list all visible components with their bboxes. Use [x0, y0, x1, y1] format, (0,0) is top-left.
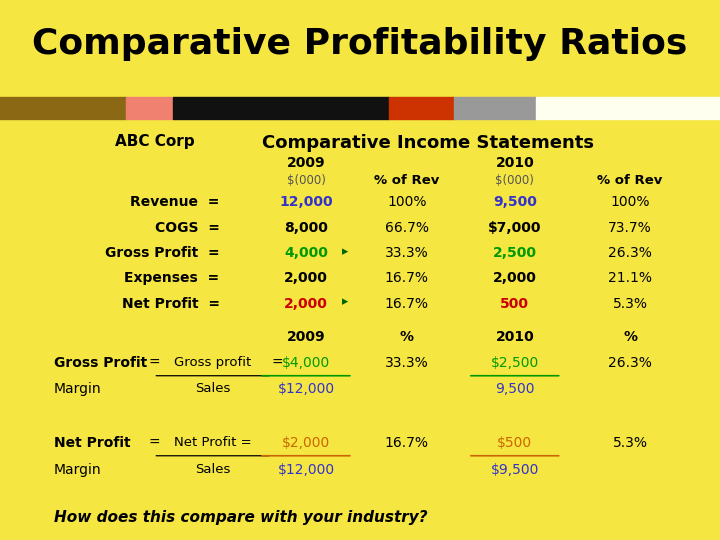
Text: 26.3%: 26.3%: [608, 355, 652, 369]
Text: %: %: [623, 330, 637, 344]
Text: $(000): $(000): [287, 174, 325, 187]
Text: 2,000: 2,000: [284, 271, 328, 285]
Text: How does this compare with your industry?: How does this compare with your industry…: [54, 510, 428, 525]
Text: 2,500: 2,500: [492, 246, 537, 260]
Text: 2009: 2009: [287, 156, 325, 170]
Text: 5.3%: 5.3%: [613, 296, 647, 310]
Bar: [389, 97, 454, 119]
Text: $12,000: $12,000: [277, 463, 335, 477]
Text: Sales: Sales: [194, 463, 230, 476]
Text: 500: 500: [500, 296, 529, 310]
Text: ▸: ▸: [342, 295, 348, 308]
Text: $12,000: $12,000: [277, 382, 335, 396]
Text: 2010: 2010: [495, 330, 534, 344]
Text: $4,000: $4,000: [282, 355, 330, 369]
Text: Net Profit: Net Profit: [54, 436, 130, 449]
Text: ▸: ▸: [342, 245, 348, 258]
Text: 2,000: 2,000: [284, 296, 328, 310]
Text: =: =: [149, 355, 161, 369]
Text: 2009: 2009: [287, 330, 325, 344]
Text: Expenses  =: Expenses =: [125, 271, 220, 285]
Text: 73.7%: 73.7%: [608, 221, 652, 235]
Bar: [454, 97, 536, 119]
Text: 16.7%: 16.7%: [384, 436, 429, 449]
Text: Revenue  =: Revenue =: [130, 195, 220, 210]
Text: COGS  =: COGS =: [155, 221, 220, 235]
Text: $9,500: $9,500: [490, 463, 539, 477]
Text: 33.3%: 33.3%: [385, 355, 428, 369]
Text: 100%: 100%: [387, 195, 426, 210]
Text: Net Profit  =: Net Profit =: [122, 296, 220, 310]
Text: 21.1%: 21.1%: [608, 271, 652, 285]
Text: 5.3%: 5.3%: [613, 436, 647, 449]
Text: 16.7%: 16.7%: [384, 296, 429, 310]
Text: Sales: Sales: [194, 382, 230, 395]
Text: 9,500: 9,500: [495, 382, 534, 396]
Text: $500: $500: [498, 436, 532, 449]
Text: Margin: Margin: [54, 382, 102, 396]
Text: 12,000: 12,000: [279, 195, 333, 210]
Text: Margin: Margin: [54, 463, 102, 477]
Text: $7,000: $7,000: [488, 221, 541, 235]
Bar: [536, 97, 720, 119]
Text: 26.3%: 26.3%: [608, 246, 652, 260]
Text: % of Rev: % of Rev: [598, 174, 662, 187]
Text: 66.7%: 66.7%: [384, 221, 429, 235]
Text: Gross profit: Gross profit: [174, 355, 251, 368]
Text: Comparative Income Statements: Comparative Income Statements: [262, 133, 595, 152]
Bar: [126, 97, 173, 119]
Text: Net Profit =: Net Profit =: [174, 436, 251, 449]
Text: 2,000: 2,000: [493, 271, 536, 285]
Text: 9,500: 9,500: [493, 195, 536, 210]
Text: 100%: 100%: [611, 195, 649, 210]
Text: 33.3%: 33.3%: [385, 246, 428, 260]
Text: % of Rev: % of Rev: [374, 174, 439, 187]
Text: =: =: [149, 436, 161, 449]
Text: %: %: [400, 330, 414, 344]
Text: Gross Profit: Gross Profit: [54, 355, 148, 369]
Text: 2010: 2010: [495, 156, 534, 170]
Text: $2,000: $2,000: [282, 436, 330, 449]
Text: =: =: [271, 355, 283, 369]
Text: $2,500: $2,500: [490, 355, 539, 369]
Text: 4,000: 4,000: [284, 246, 328, 260]
Text: Gross Profit  =: Gross Profit =: [105, 246, 220, 260]
Text: ABC Corp: ABC Corp: [115, 133, 194, 148]
Bar: [0, 97, 126, 119]
Text: 16.7%: 16.7%: [384, 271, 429, 285]
Bar: [173, 97, 389, 119]
Text: Comparative Profitability Ratios: Comparative Profitability Ratios: [32, 27, 688, 60]
Text: 8,000: 8,000: [284, 221, 328, 235]
Text: $(000): $(000): [495, 174, 534, 187]
